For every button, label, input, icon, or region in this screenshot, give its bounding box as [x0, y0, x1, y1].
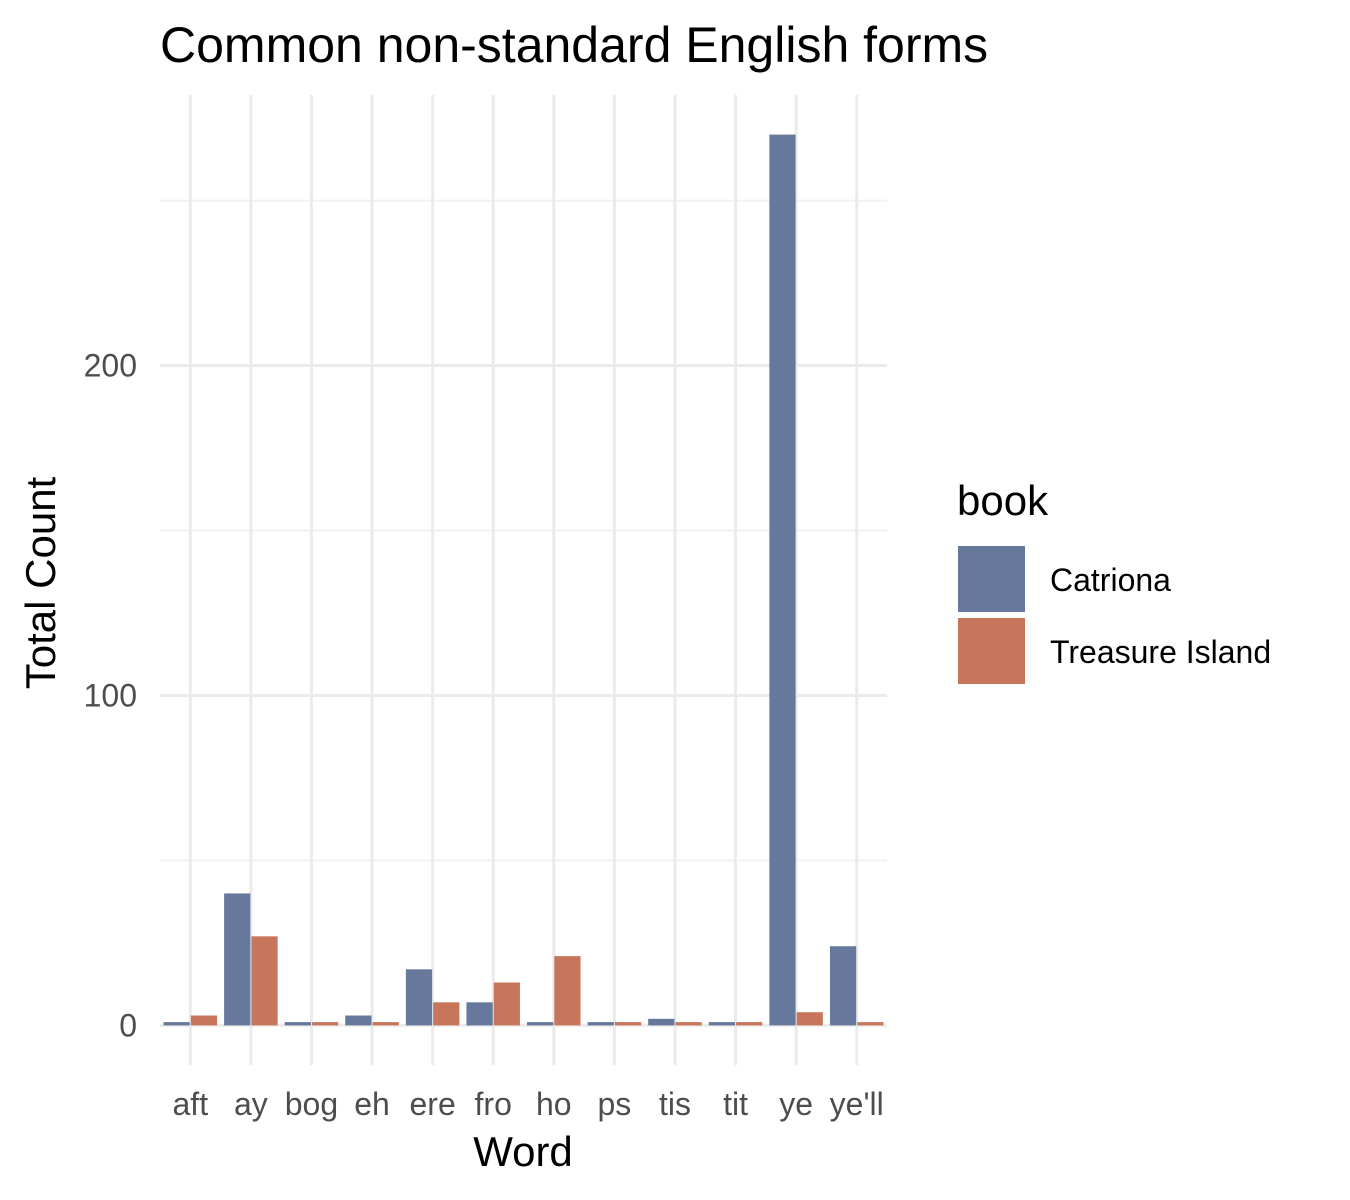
legend-title: book: [957, 477, 1049, 524]
legend: book Catriona Treasure Island: [957, 477, 1271, 684]
bar-treasure-island-ho: [554, 956, 581, 1026]
x-tick-label: eh: [354, 1086, 390, 1122]
bar-catriona-ps: [587, 1022, 614, 1026]
y-axis-ticks: 0 100 200: [84, 348, 137, 1044]
y-tick-label: 100: [84, 677, 137, 713]
bar-catriona-eh: [345, 1015, 372, 1026]
bar-catriona-fro: [466, 1002, 493, 1026]
bar-catriona-ay: [224, 893, 251, 1026]
y-tick-label: 200: [84, 348, 137, 384]
bar-treasure-island-tit: [736, 1022, 763, 1026]
bar-treasure-island-eh: [372, 1022, 399, 1026]
x-tick-label: tit: [723, 1086, 748, 1122]
y-axis-title: Total Count: [17, 476, 64, 689]
bar-treasure-island-tis: [675, 1022, 702, 1026]
x-tick-label: ye'll: [830, 1086, 884, 1122]
x-axis-ticks: aft ay bog eh ere fro ho ps tis tit ye ye'll: [173, 1086, 884, 1122]
x-tick-label: ye: [779, 1086, 813, 1122]
legend-swatch: [958, 546, 1025, 612]
x-tick-label: ps: [597, 1086, 631, 1122]
x-tick-label: ere: [410, 1086, 456, 1122]
bar-catriona-ere: [405, 969, 433, 1026]
y-tick-label: 0: [119, 1007, 137, 1043]
bars: [163, 134, 884, 1026]
bar-treasure-island-ps: [614, 1022, 642, 1026]
legend-label: Catriona: [1050, 562, 1171, 598]
bar-catriona-bog: [284, 1022, 311, 1026]
x-tick-label: fro: [475, 1086, 512, 1122]
x-tick-label: aft: [173, 1086, 209, 1122]
bar-catriona-ho: [527, 1022, 554, 1026]
bar-catriona-aft: [163, 1022, 190, 1026]
x-tick-label: tis: [659, 1086, 691, 1122]
bar-treasure-island-ay: [251, 936, 278, 1026]
legend-items: Catriona Treasure Island: [958, 546, 1271, 684]
x-tick-label: bog: [285, 1086, 338, 1122]
x-tick-label: ay: [234, 1086, 268, 1122]
legend-swatch: [958, 618, 1025, 684]
bar-catriona-ye: [769, 134, 796, 1026]
bar-treasure-island-fro: [493, 982, 520, 1026]
bar-catriona-tit: [708, 1022, 736, 1026]
bar-treasure-island-ye: [796, 1012, 823, 1026]
bar-treasure-island-ye'll: [857, 1022, 884, 1026]
chart-title: Common non-standard English forms: [160, 17, 988, 73]
bar-catriona-tis: [648, 1018, 675, 1026]
bar-treasure-island-bog: [311, 1022, 339, 1026]
bar-treasure-island-ere: [433, 1002, 460, 1026]
bar-catriona-ye'll: [829, 946, 857, 1026]
x-tick-label: ho: [536, 1086, 572, 1122]
x-axis-title: Word: [473, 1128, 573, 1175]
bar-treasure-island-aft: [190, 1015, 218, 1026]
grid: [160, 95, 887, 1065]
legend-label: Treasure Island: [1050, 634, 1271, 670]
